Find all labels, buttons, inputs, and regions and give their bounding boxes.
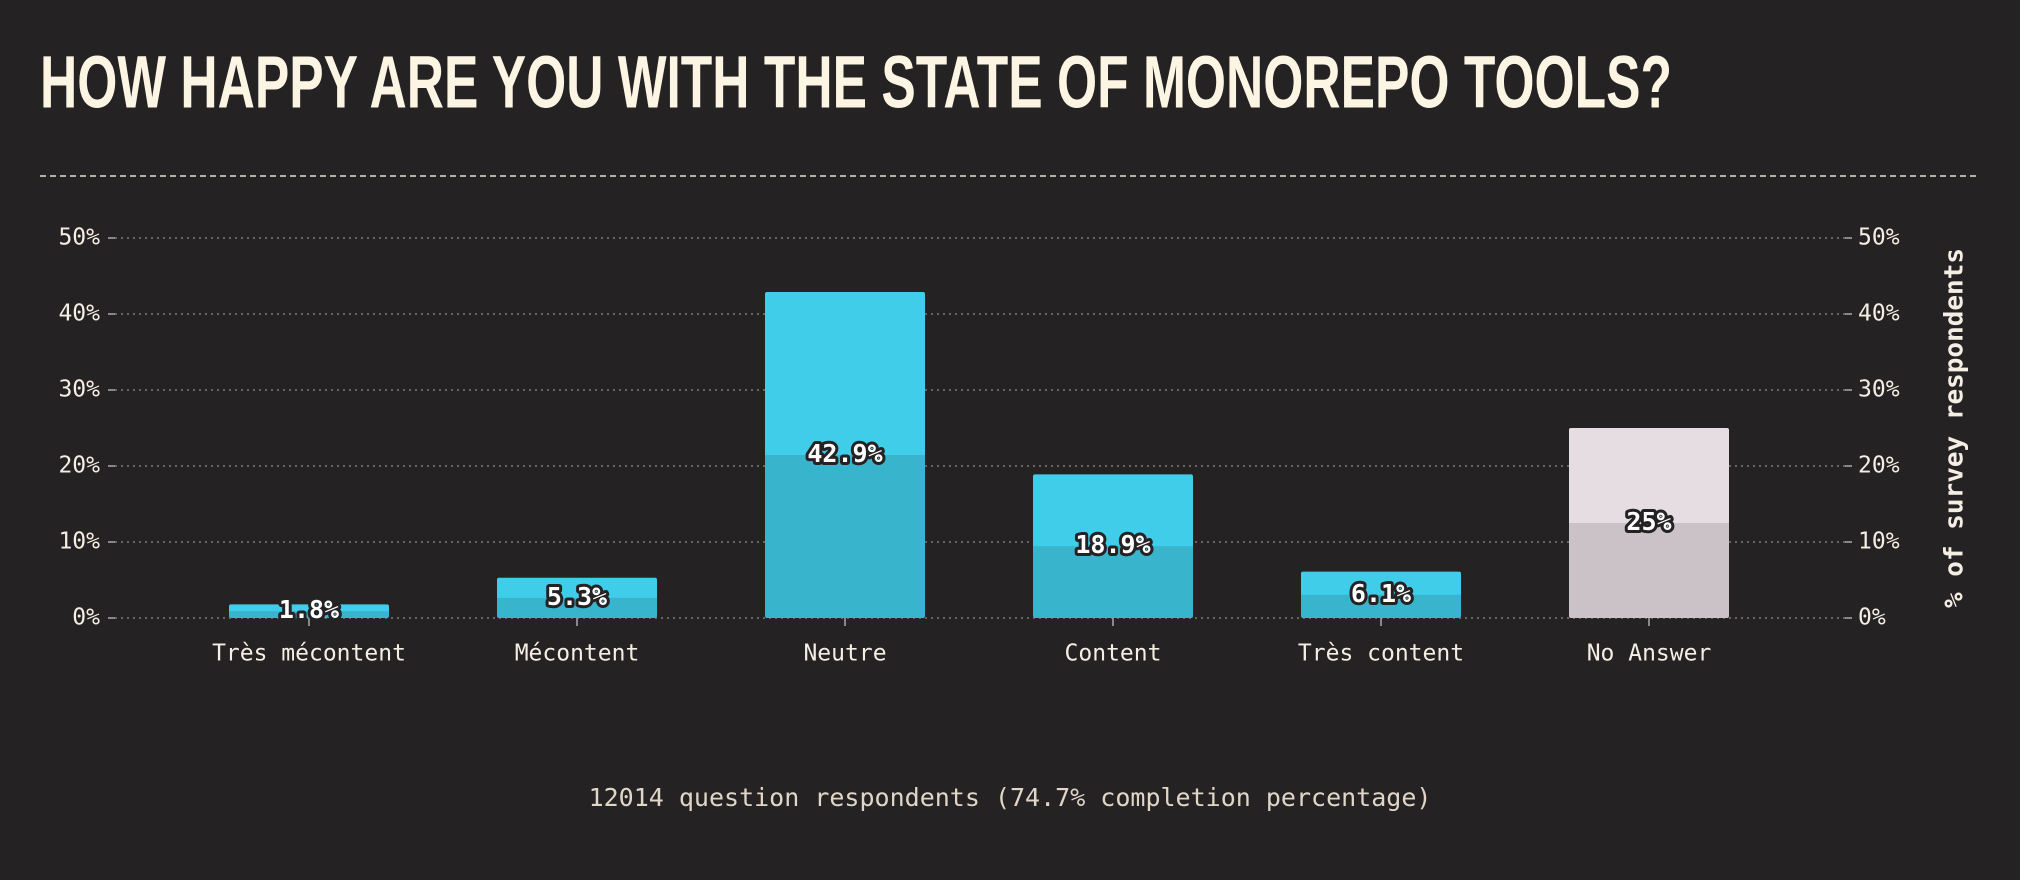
- bar-shade: [497, 597, 657, 618]
- y2-tick-label: 0%: [1858, 605, 1886, 631]
- bar: [1569, 428, 1729, 618]
- bar: [497, 577, 657, 618]
- bar-shade: [229, 611, 389, 618]
- x-tick-label: Mécontent: [515, 641, 640, 667]
- y2-tick-label: 40%: [1858, 301, 1900, 327]
- y2-axis-label: % of survey respondents: [1940, 248, 1970, 608]
- bar: [765, 291, 925, 618]
- y2-tick-label: 20%: [1858, 453, 1900, 479]
- x-tick-label: Très mécontent: [212, 641, 406, 667]
- value-label: 25%: [1626, 507, 1671, 536]
- y-tick-label: 30%: [58, 377, 100, 403]
- bar: [1301, 571, 1461, 618]
- value-label: 6.1%: [1351, 579, 1411, 608]
- y-tick-label: 50%: [58, 225, 100, 251]
- x-tick-label: Neutre: [803, 641, 886, 667]
- bar: [1033, 474, 1193, 618]
- y2-tick-label: 50%: [1858, 225, 1900, 251]
- y-tick-label: 20%: [58, 453, 100, 479]
- bar-shade: [1301, 594, 1461, 618]
- value-label: 42.9%: [807, 439, 882, 468]
- x-tick-label: No Answer: [1587, 641, 1712, 667]
- value-label: 5.3%: [547, 582, 607, 611]
- y2-tick-label: 30%: [1858, 377, 1900, 403]
- y-tick-label: 10%: [58, 529, 100, 555]
- y-tick-label: 0%: [72, 605, 100, 631]
- value-label: 18.9%: [1075, 530, 1150, 559]
- x-tick-label: Très content: [1298, 641, 1464, 667]
- bar: [229, 604, 389, 618]
- chart-title: HOW HAPPY ARE YOU WITH THE STATE OF MONO…: [40, 41, 1672, 124]
- note: 12014 question respondents (74.7% comple…: [589, 783, 1432, 812]
- value-label: 1.8%: [279, 595, 339, 624]
- bar-shade: [1569, 523, 1729, 618]
- y-tick-label: 40%: [58, 301, 100, 327]
- x-tick-label: Content: [1065, 641, 1162, 667]
- bar-shade: [1033, 546, 1193, 618]
- bar-shade: [765, 454, 925, 618]
- y2-tick-label: 10%: [1858, 529, 1900, 555]
